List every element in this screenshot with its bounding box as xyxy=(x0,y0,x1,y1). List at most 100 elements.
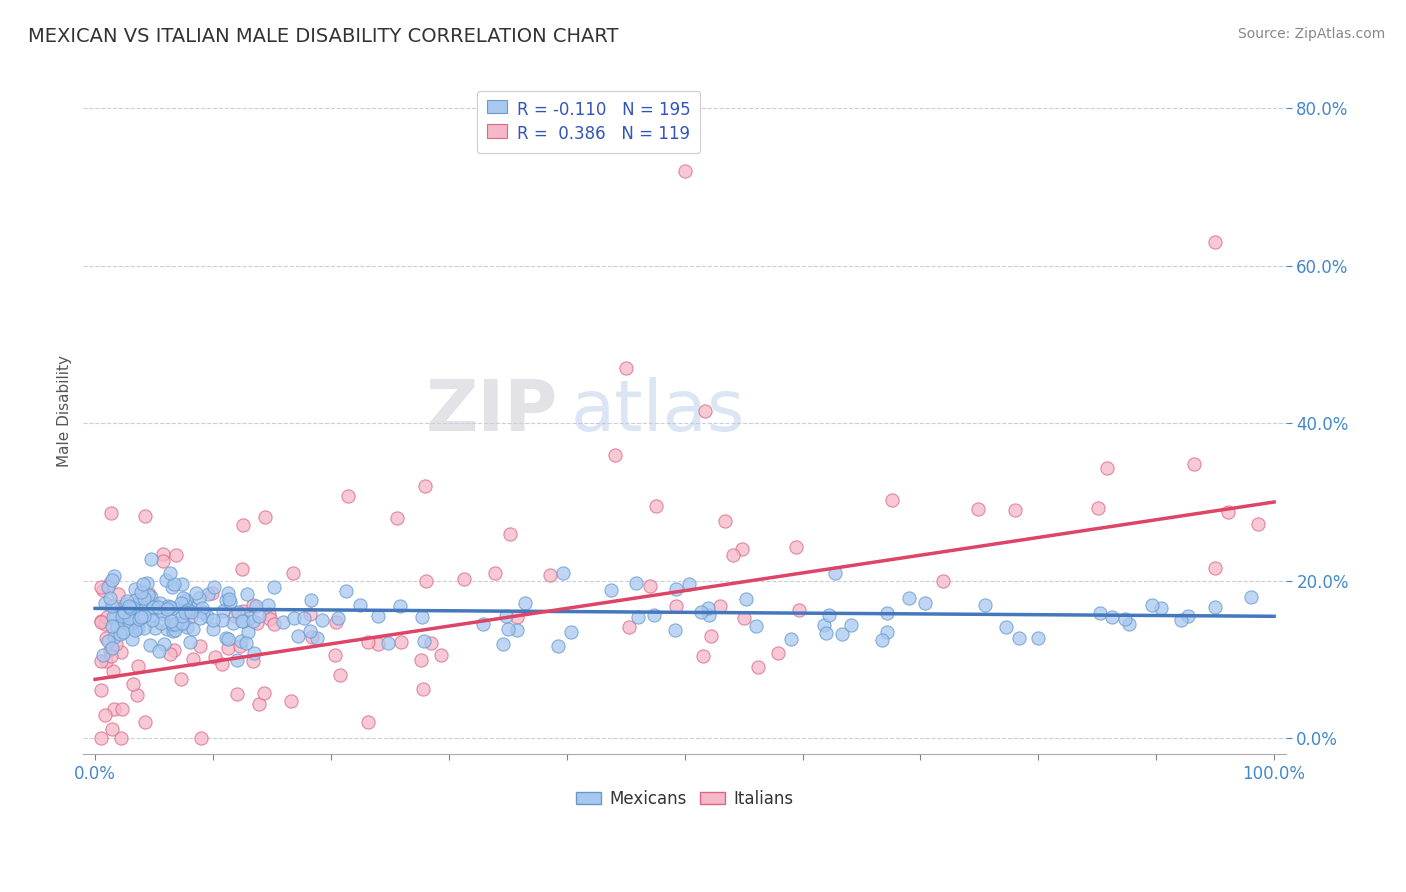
Point xyxy=(831,627,853,641)
Point xyxy=(127,604,149,618)
Point xyxy=(700,629,723,643)
Point xyxy=(176,605,198,619)
Point xyxy=(367,637,389,651)
Point xyxy=(162,580,184,594)
Point xyxy=(118,599,141,613)
Point xyxy=(104,610,127,624)
Point xyxy=(547,640,569,654)
Point xyxy=(139,552,162,566)
Point xyxy=(484,566,506,580)
Point xyxy=(323,648,346,663)
Point xyxy=(197,587,219,601)
Point xyxy=(96,654,118,668)
Point xyxy=(94,595,117,609)
Point xyxy=(103,702,125,716)
Point xyxy=(159,647,181,661)
Point xyxy=(141,590,163,604)
Point xyxy=(143,621,166,635)
Point xyxy=(236,587,259,601)
Point xyxy=(385,510,408,524)
Point xyxy=(506,609,529,624)
Point xyxy=(298,607,321,622)
Point xyxy=(142,596,165,610)
Point xyxy=(90,614,112,628)
Point xyxy=(177,597,200,611)
Text: MEXICAN VS ITALIAN MALE DISABILITY CORRELATION CHART: MEXICAN VS ITALIAN MALE DISABILITY CORRE… xyxy=(28,27,619,45)
Point xyxy=(122,677,145,691)
Point xyxy=(238,610,260,624)
Point xyxy=(91,582,114,597)
Point xyxy=(603,448,626,462)
Point xyxy=(1177,608,1199,623)
Point xyxy=(1170,613,1192,627)
Point xyxy=(173,597,195,611)
Point xyxy=(100,640,122,655)
Point xyxy=(115,597,138,611)
Point xyxy=(155,573,177,587)
Point xyxy=(101,609,124,624)
Point xyxy=(721,548,744,562)
Point xyxy=(162,576,184,591)
Point xyxy=(134,609,156,624)
Point xyxy=(224,609,246,624)
Point xyxy=(152,607,174,621)
Point xyxy=(111,702,134,716)
Point xyxy=(118,611,141,625)
Point xyxy=(349,598,371,612)
Point xyxy=(162,643,184,657)
Point xyxy=(94,631,117,645)
Point xyxy=(974,598,997,612)
Point xyxy=(876,625,898,640)
Point xyxy=(202,580,225,594)
Point xyxy=(787,603,810,617)
Point xyxy=(614,361,637,376)
Point xyxy=(1004,503,1026,517)
Point xyxy=(129,596,152,610)
Point xyxy=(1216,505,1239,519)
Point xyxy=(232,517,254,532)
Point xyxy=(226,687,249,701)
Point xyxy=(876,607,898,621)
Point xyxy=(638,578,661,592)
Point xyxy=(176,620,198,634)
Point xyxy=(139,602,162,616)
Point xyxy=(125,613,148,627)
Point xyxy=(134,715,156,730)
Point xyxy=(111,625,134,640)
Point xyxy=(412,681,434,696)
Point xyxy=(1182,457,1205,471)
Point xyxy=(1114,612,1136,626)
Point xyxy=(1026,631,1049,645)
Point xyxy=(697,608,720,623)
Point xyxy=(217,640,239,655)
Point xyxy=(114,621,136,635)
Point xyxy=(1087,500,1109,515)
Point xyxy=(169,596,191,610)
Point xyxy=(839,617,862,632)
Point xyxy=(118,615,141,629)
Point xyxy=(357,635,380,649)
Point xyxy=(142,599,165,614)
Point xyxy=(110,626,132,640)
Point xyxy=(1239,590,1261,604)
Point xyxy=(226,605,249,619)
Point xyxy=(298,624,321,639)
Point xyxy=(165,548,187,562)
Point xyxy=(105,637,128,651)
Point xyxy=(697,601,720,615)
Point xyxy=(174,592,197,607)
Point xyxy=(253,686,276,700)
Point xyxy=(186,586,208,600)
Point xyxy=(181,651,204,665)
Point xyxy=(731,542,754,557)
Point xyxy=(242,646,264,660)
Point xyxy=(551,566,574,580)
Point xyxy=(815,626,838,640)
Point xyxy=(214,631,236,645)
Point xyxy=(301,630,323,644)
Point xyxy=(170,608,193,623)
Point xyxy=(673,164,696,178)
Point xyxy=(127,659,149,673)
Point xyxy=(247,697,270,711)
Point xyxy=(90,683,112,698)
